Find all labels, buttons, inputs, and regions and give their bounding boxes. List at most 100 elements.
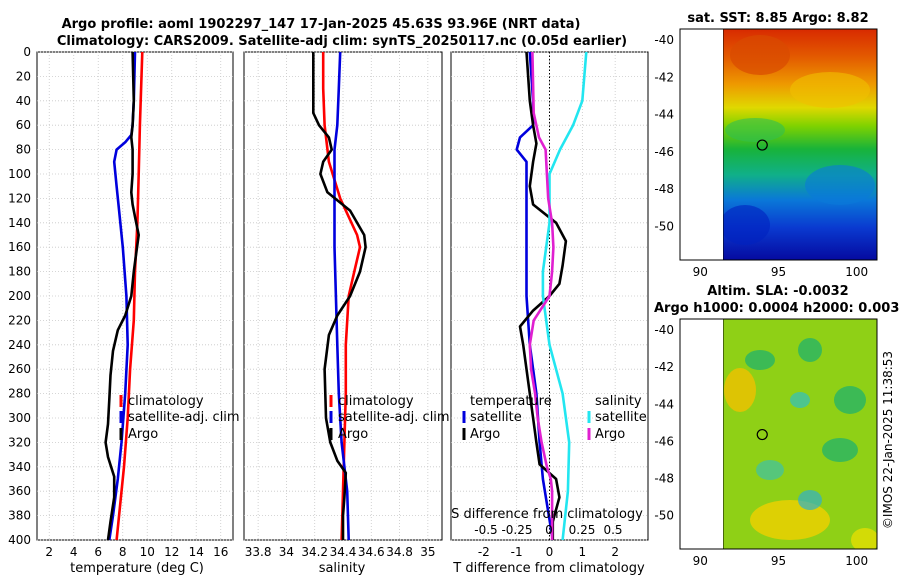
sla-map-axes — [679, 318, 878, 550]
x-tick-label: 34.6 — [358, 545, 385, 559]
depth-tick-label: 0 — [23, 45, 31, 59]
t-difference-axis-label: T difference from climatology — [452, 561, 645, 576]
map-lat-tick-label: -46 — [654, 145, 674, 159]
legend-s-satellite-label: satellite — [595, 410, 647, 425]
x-tick-label: 16 — [213, 545, 228, 559]
sst-heatmap — [723, 29, 877, 260]
map-lat-tick-label: -50 — [654, 509, 674, 523]
legend-satellite-label: satellite-adj. clim — [338, 410, 450, 425]
depth-tick-label: 340 — [8, 460, 31, 474]
legend-salinity-heading: salinity — [595, 394, 642, 409]
axis-tick-labels: 2 4 6 8 10 12 14 16 33.8 34 34.2 34.4 34.6 34.8 35 -2 -1… — [8, 45, 619, 559]
map-lat-tick-label: -44 — [654, 108, 674, 122]
legend-climatology-label: climatology — [338, 394, 414, 409]
s-tick-label: -0.25 — [501, 523, 532, 537]
depth-tick-label: 20 — [16, 69, 31, 83]
series-line-climatology — [115, 51, 144, 541]
depth-tick-label: 40 — [16, 94, 31, 108]
depth-tick-label: 120 — [8, 191, 31, 205]
legend-satellite-label: satellite-adj. clim — [128, 410, 240, 425]
x-tick-label: 12 — [164, 545, 179, 559]
sla-map-tick-labels: 90 95 100 -40 -42 -44 -46 -48 -50 — [654, 323, 868, 568]
sst-yellow-patch — [790, 72, 870, 108]
x-tick-label: 34 — [279, 545, 294, 559]
sla-low-patch — [790, 392, 810, 408]
s-tick-label: 0.25 — [569, 523, 596, 537]
sla-low-patch — [822, 438, 858, 462]
map-lat-tick-label: -50 — [654, 219, 674, 233]
depth-tick-label: 60 — [16, 118, 31, 132]
depth-tick-label: 300 — [8, 411, 31, 425]
sst-warm-patch — [730, 35, 790, 75]
sla-low-patch — [756, 460, 784, 480]
sla-low-patch — [798, 338, 822, 362]
depth-tick-label: 400 — [8, 533, 31, 547]
sst-argo-position-marker — [756, 139, 768, 151]
map-lon-tick-label: 100 — [845, 265, 868, 279]
map-lon-tick-label: 95 — [771, 265, 786, 279]
legend-argo-label: Argo — [128, 427, 158, 442]
sst-map-title: sat. SST: 8.85 Argo: 8.82 — [687, 11, 868, 26]
main-title-line2: Climatology: CARS2009. Satellite-adj cli… — [57, 34, 627, 49]
sla-high-patch — [851, 528, 877, 549]
depth-tick-label: 320 — [8, 435, 31, 449]
map-lat-tick-label: -40 — [654, 33, 674, 47]
salinity-axis-label: salinity — [319, 561, 366, 576]
depth-tick-label: 380 — [8, 509, 31, 523]
temperature-axis-label: temperature (deg C) — [70, 561, 204, 576]
sst-dark-blue-patch — [723, 205, 770, 245]
x-tick-label: 1 — [579, 545, 587, 559]
salinity-gridlines — [244, 51, 442, 541]
sla-map-empty-area — [680, 319, 723, 549]
depth-tick-label: 260 — [8, 362, 31, 376]
depth-tick-label: 180 — [8, 265, 31, 279]
x-tick-label: 4 — [70, 545, 78, 559]
s-tick-label: 0 — [545, 523, 553, 537]
map-lat-tick-label: -46 — [654, 434, 674, 448]
x-tick-label: 34.2 — [301, 545, 328, 559]
salinity-legend: climatology satellite-adj. clim Argo — [329, 394, 450, 442]
x-tick-label: 0 — [546, 545, 554, 559]
depth-tick-label: 280 — [8, 387, 31, 401]
depth-tick-label: 80 — [16, 143, 31, 157]
map-lon-tick-label: 90 — [693, 265, 708, 279]
sla-high-patch — [724, 368, 756, 412]
sst-map-axes — [679, 28, 878, 261]
sla-low-patch — [798, 490, 822, 510]
map-lat-tick-label: -44 — [654, 397, 674, 411]
depth-tick-label: 200 — [8, 289, 31, 303]
depth-tick-label: 100 — [8, 167, 31, 181]
sla-heatmap — [723, 319, 877, 549]
series-line-argo — [311, 52, 367, 540]
legend-t-argo-label: Argo — [470, 427, 500, 442]
x-tick-label: 8 — [119, 545, 127, 559]
temperature-gridlines — [37, 51, 233, 541]
x-tick-label: 6 — [94, 545, 102, 559]
sla-map-title: Altim. SLA: -0.0032 — [707, 284, 848, 299]
map-lat-tick-label: -42 — [654, 360, 674, 374]
legend-t-satellite-label: satellite — [470, 410, 522, 425]
legend-s-argo-label: Argo — [595, 427, 625, 442]
sla-map-subtitle: Argo h1000: 0.0004 h2000: 0.0032 — [654, 301, 900, 316]
depth-tick-label: 140 — [8, 216, 31, 230]
depth-tick-label: 360 — [8, 484, 31, 498]
s-tick-label: 0.5 — [603, 523, 622, 537]
map-lon-tick-label: 90 — [693, 554, 708, 568]
depth-tick-label: 240 — [8, 338, 31, 352]
series-line-argo — [104, 51, 140, 541]
map-lon-tick-label: 100 — [845, 554, 868, 568]
x-tick-label: 34.8 — [386, 545, 413, 559]
sst-map-tick-labels: 90 95 100 -40 -42 -44 -46 -48 -50 — [654, 33, 868, 279]
sst-map-empty-area — [680, 29, 723, 260]
sla-low-patch — [834, 386, 866, 414]
imos-watermark: ©IMOS 22-Jan-2025 11:38:53 — [881, 351, 895, 529]
depth-tick-label: 220 — [8, 313, 31, 327]
depth-tick-label: 160 — [8, 240, 31, 254]
series-line-s-argo — [528, 51, 555, 540]
series-line-satellite-adj-clim — [333, 51, 350, 541]
map-lat-tick-label: -42 — [654, 70, 674, 84]
legend-argo-label: Argo — [338, 427, 368, 442]
x-tick-label: -2 — [478, 545, 490, 559]
sla-low-patch — [745, 350, 775, 370]
